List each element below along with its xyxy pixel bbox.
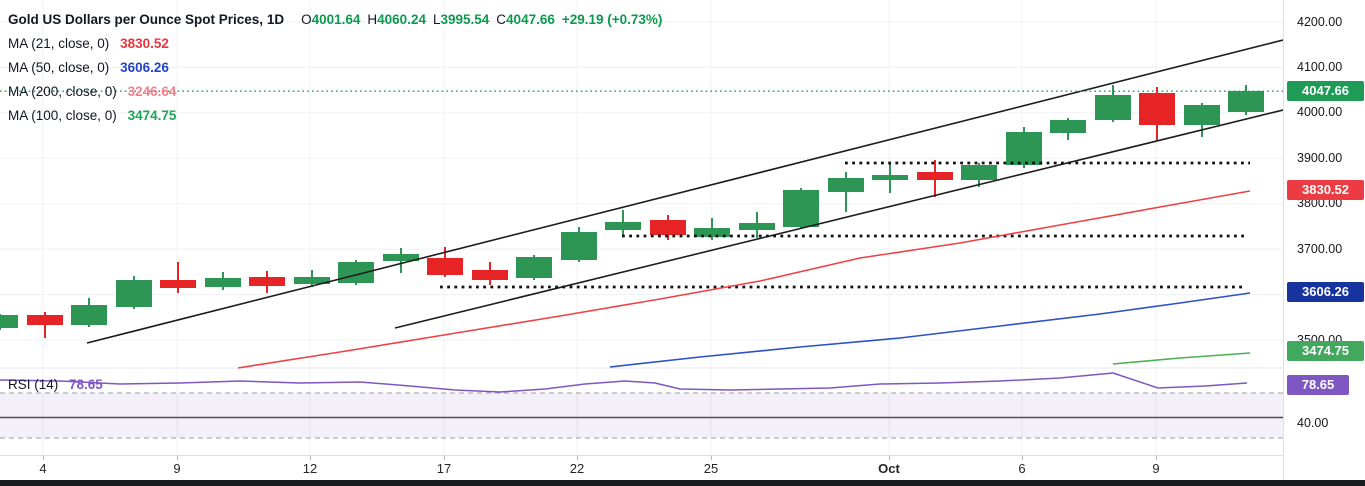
- time-axis-label: 9: [173, 461, 181, 476]
- price-axis-label: 40.00: [1297, 415, 1329, 430]
- ma200-label: MA (200, close, 0): [8, 84, 117, 99]
- time-axis-tick: [889, 456, 890, 460]
- price-badge: 3830.52: [1287, 179, 1364, 200]
- time-axis-tick: [577, 456, 578, 460]
- price-badge: 4047.66: [1287, 81, 1364, 102]
- time-axis-tick: [43, 456, 44, 460]
- time-axis-tick: [1022, 456, 1023, 460]
- open-label: O: [301, 12, 312, 27]
- ma21-value: 3830.52: [120, 36, 169, 51]
- rsi-band: [0, 393, 1283, 438]
- time-axis-label: 17: [436, 461, 452, 476]
- time-axis-label: 4: [39, 461, 47, 476]
- price-axis-label: 4200.00: [1297, 14, 1343, 29]
- time-axis[interactable]: 4 9 12 17 22 25 Oct 6 9: [0, 455, 1283, 481]
- time-axis-label: 6: [1018, 461, 1026, 476]
- indicator-row-ma200[interactable]: MA (200, close, 0) 3246.64: [8, 80, 662, 104]
- price-axis-label: 4000.00: [1297, 105, 1343, 120]
- grid-layer: [0, 0, 1283, 455]
- price-badge: 3606.26: [1287, 281, 1364, 302]
- time-axis-label: 25: [703, 461, 719, 476]
- low-value: 3995.54: [440, 12, 490, 27]
- time-axis-label: Oct: [878, 461, 900, 476]
- ma100-label: MA (100, close, 0): [8, 108, 117, 123]
- ma21-line: [237, 190, 1251, 369]
- candlestick-canvas[interactable]: [0, 0, 1283, 368]
- ma50-value: 3606.26: [120, 60, 169, 75]
- symbol-title: Gold US Dollars per Ounce Spot Prices, 1…: [8, 12, 285, 27]
- time-axis-label: 12: [302, 461, 318, 476]
- indicator-row-ma50[interactable]: MA (50, close, 0) 3606.26: [8, 56, 662, 80]
- ma50-label: MA (50, close, 0): [8, 60, 110, 75]
- time-axis-tick: [444, 456, 445, 460]
- price-axis-label: 3900.00: [1297, 150, 1343, 165]
- low-label: L: [432, 12, 441, 27]
- high-value: 4060.24: [377, 12, 426, 27]
- channel-upper-trendline: [86, 39, 1283, 344]
- close-value: 4047.66: [506, 12, 555, 27]
- channel-lower-trendline: [394, 109, 1283, 329]
- open-value: 4001.64: [311, 12, 361, 27]
- high-label: H: [367, 12, 378, 27]
- close-label: C: [496, 12, 507, 27]
- ma100-line: [1112, 352, 1251, 365]
- time-axis-tick: [1156, 456, 1157, 460]
- rsi-line: [0, 372, 1248, 393]
- price-axis[interactable]: 4200.00 4100.00 4000.00 3900.00 3800.00 3700.…: [1283, 0, 1365, 480]
- price-axis-label: 3700.00: [1297, 241, 1343, 256]
- indicator-overlay-layer: [0, 39, 1283, 393]
- indicator-row-ma21[interactable]: MA (21, close, 0) 3830.52: [8, 32, 662, 56]
- change-value: +29.19 (+0.73%): [561, 12, 663, 27]
- ma100-value: 3474.75: [127, 108, 177, 123]
- indicator-row-ma100[interactable]: MA (100, close, 0) 3474.75: [8, 104, 662, 128]
- rsi-label: RSI (14): [8, 377, 59, 392]
- time-axis-tick: [711, 456, 712, 460]
- ma50-line: [609, 292, 1251, 368]
- ma200-value: 3246.64: [127, 84, 177, 99]
- price-badge: 78.65: [1287, 375, 1349, 395]
- window-bottom-edge: [0, 480, 1365, 486]
- time-axis-label: 9: [1152, 461, 1160, 476]
- price-badge: 3474.75: [1287, 341, 1364, 362]
- price-axis-label: 4100.00: [1297, 59, 1343, 74]
- rsi-legend[interactable]: RSI (14) 78.65: [8, 374, 103, 396]
- chart-legend: Gold US Dollars per Ounce Spot Prices, 1…: [8, 8, 662, 128]
- time-axis-tick: [177, 456, 178, 460]
- ma21-label: MA (21, close, 0): [8, 36, 110, 51]
- rsi-value: 78.65: [69, 377, 103, 392]
- time-axis-tick: [310, 456, 311, 460]
- symbol-row[interactable]: Gold US Dollars per Ounce Spot Prices, 1…: [8, 8, 662, 32]
- time-axis-label: 22: [569, 461, 585, 476]
